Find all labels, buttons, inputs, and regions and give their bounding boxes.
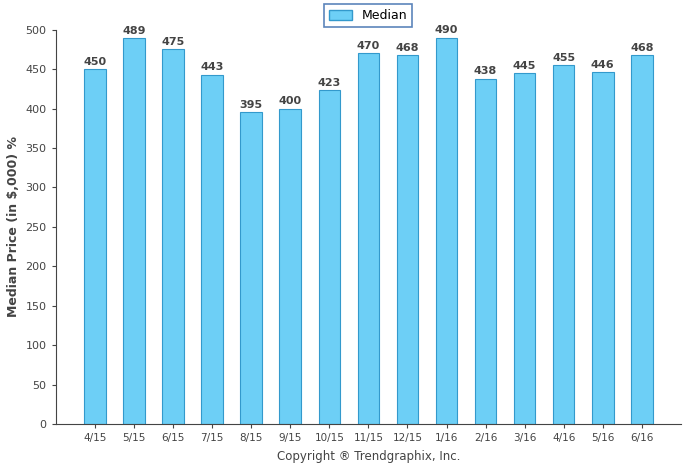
- Text: 443: 443: [200, 62, 224, 72]
- Text: 455: 455: [552, 53, 575, 63]
- Bar: [162, 49, 184, 424]
- Bar: [358, 53, 379, 424]
- Text: 445: 445: [513, 61, 537, 70]
- Bar: [631, 55, 653, 424]
- Text: 489: 489: [122, 26, 146, 36]
- Text: 423: 423: [318, 78, 341, 88]
- Text: 470: 470: [357, 41, 380, 51]
- Bar: [397, 55, 418, 424]
- Text: 468: 468: [630, 42, 654, 53]
- Bar: [475, 78, 496, 424]
- Bar: [592, 72, 614, 424]
- Text: 450: 450: [83, 57, 107, 67]
- Text: 400: 400: [279, 96, 302, 106]
- Text: 475: 475: [162, 37, 184, 47]
- Bar: [240, 112, 262, 424]
- Text: 490: 490: [435, 25, 458, 35]
- Bar: [84, 69, 105, 424]
- Text: 468: 468: [396, 42, 419, 53]
- Bar: [436, 38, 458, 424]
- Text: 446: 446: [591, 60, 614, 70]
- Bar: [202, 75, 223, 424]
- Bar: [123, 39, 144, 424]
- Text: 438: 438: [474, 66, 497, 76]
- Bar: [514, 73, 535, 424]
- Bar: [553, 65, 574, 424]
- Bar: [279, 109, 301, 424]
- Legend: Median: Median: [324, 4, 412, 27]
- Bar: [319, 90, 340, 424]
- X-axis label: Copyright ® Trendgraphix, Inc.: Copyright ® Trendgraphix, Inc.: [277, 450, 460, 463]
- Y-axis label: Median Price (in $,000) %: Median Price (in $,000) %: [7, 136, 20, 317]
- Text: 395: 395: [239, 100, 263, 110]
